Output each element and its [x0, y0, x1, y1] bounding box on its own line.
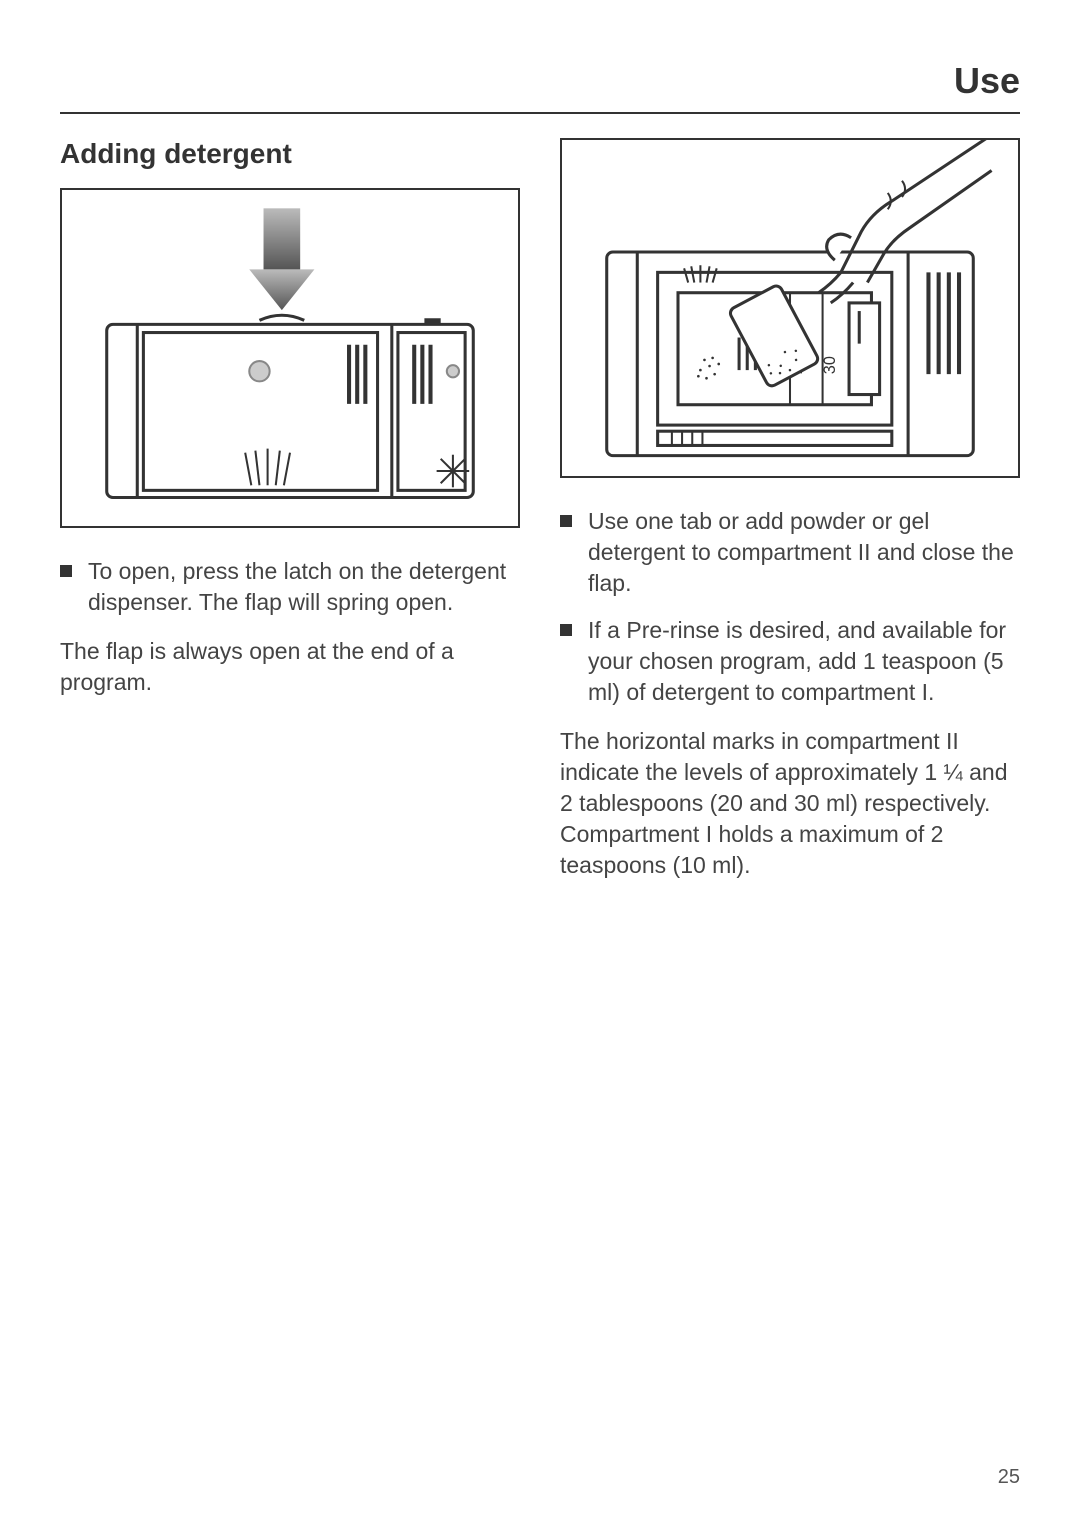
left-bullet-list: To open, press the latch on the detergen… — [60, 556, 520, 618]
page-header: Use — [60, 60, 1020, 114]
mark-30-label: 30 — [821, 356, 839, 374]
left-column: Adding detergent — [60, 138, 520, 900]
left-paragraph: The flap is always open at the end of a … — [60, 636, 520, 698]
right-paragraph: The horizontal marks in compartment II i… — [560, 726, 1020, 881]
right-column: 20 30 — [560, 138, 1020, 900]
figure-adding-tab: 20 30 — [560, 138, 1020, 478]
adding-tab-illustration: 20 30 — [562, 140, 1018, 476]
subheading-adding-detergent: Adding detergent — [60, 138, 520, 170]
manual-page: Use Adding detergent — [0, 0, 1080, 1529]
dispenser-closed-illustration — [62, 190, 518, 526]
section-title: Use — [60, 60, 1020, 102]
bullet-open-latch: To open, press the latch on the detergen… — [60, 556, 520, 618]
right-bullet-list: Use one tab or add powder or gel deterge… — [560, 506, 1020, 708]
page-number: 25 — [998, 1466, 1020, 1489]
two-column-layout: Adding detergent — [60, 138, 1020, 900]
bullet-add-detergent: Use one tab or add powder or gel deterge… — [560, 506, 1020, 599]
bullet-prerinse: If a Pre-rinse is desired, and available… — [560, 615, 1020, 708]
figure-dispenser-closed — [60, 188, 520, 528]
